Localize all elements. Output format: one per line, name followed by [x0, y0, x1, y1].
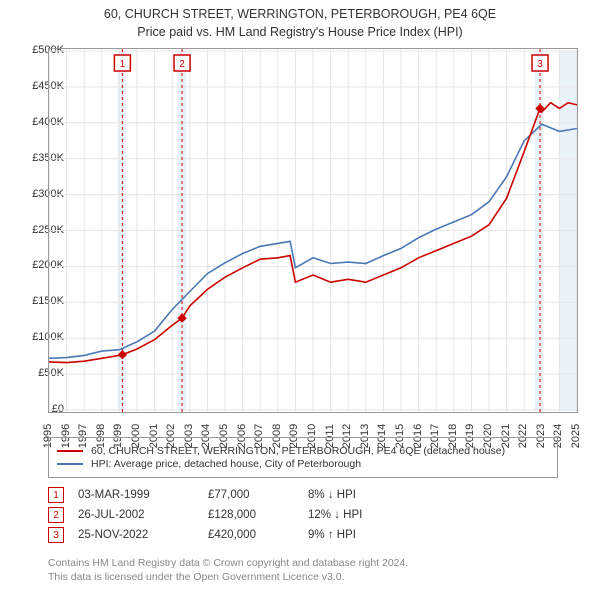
title-line-2: Price paid vs. HM Land Registry's House … [0, 24, 600, 42]
chart-container: 60, CHURCH STREET, WERRINGTON, PETERBORO… [0, 0, 600, 590]
sale-date-3: 25-NOV-2022 [78, 529, 208, 541]
legend-box: 60, CHURCH STREET, WERRINGTON, PETERBORO… [48, 437, 558, 478]
legend-label-hpi: HPI: Average price, detached house, City… [91, 458, 361, 470]
sale-price-1: £77,000 [208, 489, 308, 501]
sale-date-1: 03-MAR-1999 [78, 489, 208, 501]
title-block: 60, CHURCH STREET, WERRINGTON, PETERBORO… [0, 0, 600, 41]
footer-line-1: Contains HM Land Registry data © Crown c… [48, 556, 408, 570]
sale-row-3: 3 25-NOV-2022 £420,000 9% ↑ HPI [48, 527, 558, 543]
svg-text:1: 1 [120, 59, 126, 70]
title-line-1: 60, CHURCH STREET, WERRINGTON, PETERBORO… [0, 6, 600, 24]
sale-price-2: £128,000 [208, 509, 308, 521]
sale-delta-1: 8% ↓ HPI [308, 489, 428, 501]
legend-label-property: 60, CHURCH STREET, WERRINGTON, PETERBORO… [91, 445, 505, 457]
sale-row-1: 1 03-MAR-1999 £77,000 8% ↓ HPI [48, 487, 558, 503]
svg-text:3: 3 [537, 59, 543, 70]
svg-text:2: 2 [179, 59, 185, 70]
chart-svg: 1 2 3 [49, 49, 577, 412]
sale-row-2: 2 26-JUL-2002 £128,000 12% ↓ HPI [48, 507, 558, 523]
footer-line-2: This data is licensed under the Open Gov… [48, 570, 408, 584]
legend-swatch-hpi [57, 463, 83, 465]
legend-row-hpi: HPI: Average price, detached house, City… [57, 458, 549, 470]
sale-delta-2: 12% ↓ HPI [308, 509, 428, 521]
sales-table: 1 03-MAR-1999 £77,000 8% ↓ HPI 2 26-JUL-… [48, 483, 558, 547]
sale-delta-3: 9% ↑ HPI [308, 529, 428, 541]
sale-marker-2: 2 [48, 507, 64, 523]
sale-marker-1: 1 [48, 487, 64, 503]
chart-plot-area: 1 2 3 [48, 48, 578, 413]
x-tick-label: 2025 [570, 424, 582, 448]
sale-date-2: 26-JUL-2002 [78, 509, 208, 521]
sale-price-3: £420,000 [208, 529, 308, 541]
footer: Contains HM Land Registry data © Crown c… [48, 556, 408, 584]
legend-swatch-property [57, 450, 83, 452]
sale-marker-3: 3 [48, 527, 64, 543]
legend-row-property: 60, CHURCH STREET, WERRINGTON, PETERBORO… [57, 445, 549, 457]
